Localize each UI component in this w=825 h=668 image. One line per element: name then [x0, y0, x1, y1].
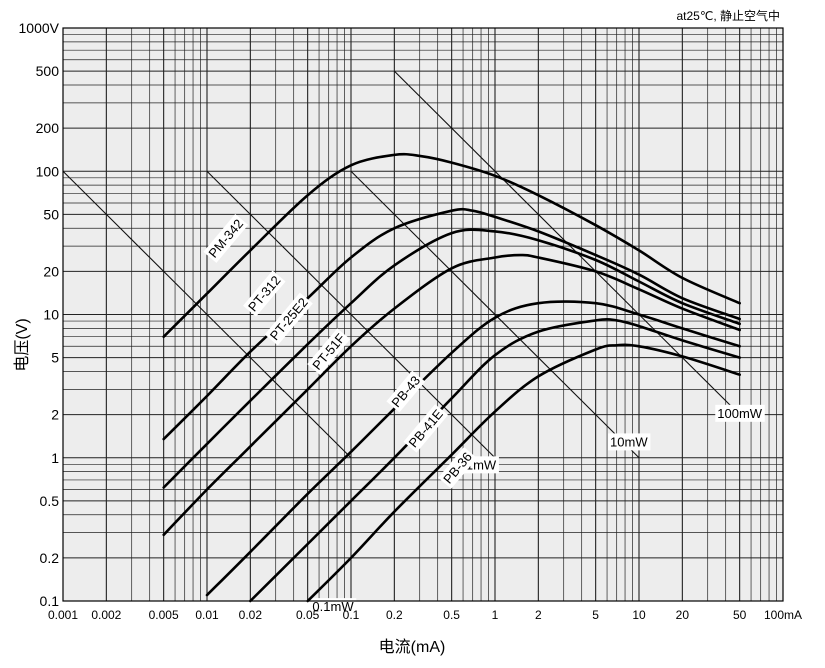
- power-label-10mW: 10mW: [610, 434, 648, 449]
- y-tick-label: 1: [51, 450, 59, 466]
- condition-note: at25℃, 静止空气中: [676, 8, 780, 23]
- y-tick-label: 10: [43, 307, 59, 323]
- power-label-bg: [715, 404, 765, 422]
- series-curve-PB-36: [306, 343, 741, 603]
- x-tick-label: 0.01: [195, 608, 219, 622]
- power-line-0.1mW: [62, 170, 352, 459]
- grid: [63, 28, 783, 601]
- series-curve-PB-41E: [249, 318, 741, 603]
- y-tick-label: 1000V: [19, 20, 60, 36]
- x-tick-label: 50: [733, 608, 747, 622]
- series-label-bg: [243, 270, 286, 317]
- series-label-bg: [264, 292, 313, 346]
- x-tick-label: 0.05: [296, 608, 320, 622]
- x-tick-label: 0.005: [149, 608, 179, 622]
- x-tick-label: 5: [592, 608, 599, 622]
- x-tick-label: 10: [632, 608, 646, 622]
- x-tick-label: 1: [492, 608, 499, 622]
- y-tick-label: 200: [36, 120, 60, 136]
- x-tick-label: 0.001: [48, 608, 78, 622]
- x-tick-label: 0.5: [443, 608, 460, 622]
- y-tick-label: 20: [43, 263, 59, 279]
- series-label-bg: [386, 370, 426, 413]
- x-tick-label: 100mA: [764, 608, 802, 622]
- power-line-10mW: [350, 170, 640, 459]
- series-curve-PT-51F: [162, 253, 741, 537]
- y-tick-label: 500: [36, 63, 60, 79]
- y-tick-label: 2: [51, 407, 59, 423]
- y-tick-label: 5: [51, 350, 59, 366]
- y-tick-label: 0.2: [40, 550, 60, 566]
- series-curve-PT-312: [162, 207, 741, 441]
- y-axis-title: 电压(V): [13, 318, 31, 371]
- power-label-0.1mW: 0.1mW: [312, 599, 354, 614]
- x-tick-label: 0.2: [386, 608, 403, 622]
- y-tick-label: 100: [36, 163, 60, 179]
- x-tick-label: 0.1: [343, 608, 360, 622]
- power-line-1mW: [206, 170, 496, 459]
- series-curve-PB-43: [205, 300, 741, 597]
- x-tick-label: 0.02: [239, 608, 263, 622]
- y-tick-label: 0.1: [40, 593, 60, 609]
- tick-labels: 0.001 0.002 0.005 0.01 0.02 0.05 0.1 0.2 0.5 1 2 5 1…: [19, 20, 803, 622]
- x-tick-label: 2: [535, 608, 542, 622]
- series-label-bg: [307, 328, 351, 376]
- series-curve-PM-342: [162, 152, 741, 338]
- series-curves: [162, 152, 741, 603]
- series-label-bg: [438, 447, 478, 489]
- series-label-bg: [203, 213, 249, 263]
- y-tick-label: 50: [43, 206, 59, 222]
- series-label-bg: [403, 404, 449, 453]
- x-tick-label: 20: [676, 608, 690, 622]
- x-axis-title: 电流(mA): [379, 638, 446, 656]
- y-tick-label: 0.5: [40, 493, 60, 509]
- x-tick-label: 0.002: [91, 608, 121, 622]
- power-label-bg: [310, 598, 357, 616]
- power-label-bg: [608, 433, 651, 451]
- plot-frame: [62, 27, 784, 602]
- series-curve-PT-25E2: [162, 228, 741, 489]
- power-label-100mW: 100mW: [717, 406, 763, 421]
